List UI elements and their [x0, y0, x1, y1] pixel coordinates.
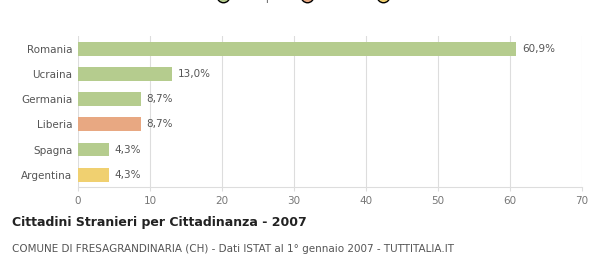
Bar	[78, 118, 140, 131]
Bar	[78, 67, 172, 81]
Text: 8,7%: 8,7%	[146, 119, 173, 129]
Text: 60,9%: 60,9%	[522, 44, 555, 54]
Text: 8,7%: 8,7%	[146, 94, 173, 104]
Text: 13,0%: 13,0%	[178, 69, 211, 79]
Text: Cittadini Stranieri per Cittadinanza - 2007: Cittadini Stranieri per Cittadinanza - 2…	[12, 216, 307, 229]
Text: 4,3%: 4,3%	[115, 145, 141, 154]
Text: 4,3%: 4,3%	[115, 170, 141, 180]
Bar	[78, 92, 140, 106]
Bar	[78, 42, 517, 56]
Text: COMUNE DI FRESAGRANDINARIA (CH) - Dati ISTAT al 1° gennaio 2007 - TUTTITALIA.IT: COMUNE DI FRESAGRANDINARIA (CH) - Dati I…	[12, 244, 454, 254]
Bar	[78, 142, 109, 157]
Legend: Europa, Africa, America: Europa, Africa, America	[206, 0, 454, 8]
Bar	[78, 168, 109, 181]
